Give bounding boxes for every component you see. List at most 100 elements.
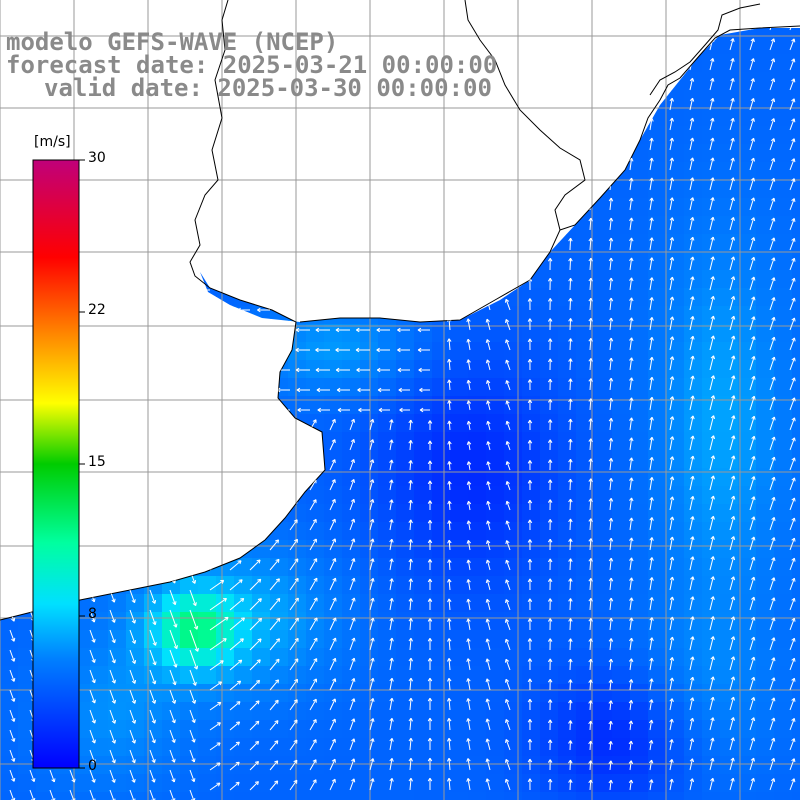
wind-arrow <box>97 407 110 413</box>
wind-arrow <box>729 78 735 91</box>
wind-arrow <box>149 689 157 704</box>
wind-arrow <box>329 518 336 531</box>
wind-arrow <box>408 598 413 611</box>
wind-arrow <box>547 739 553 751</box>
wind-arrow <box>9 589 16 602</box>
wind-arrow <box>568 277 573 291</box>
wind-arrow <box>309 459 317 471</box>
wind-arrow <box>229 579 243 591</box>
wind-arrow <box>649 297 654 311</box>
wind-arrow <box>237 387 250 393</box>
wind-arrow <box>789 677 796 691</box>
wind-arrow <box>689 395 695 411</box>
wind-arrow <box>769 158 776 171</box>
wind-arrow <box>296 387 310 393</box>
wind-arrow <box>377 307 390 313</box>
wind-arrow <box>729 256 736 271</box>
wind-arrow <box>237 227 250 233</box>
wind-arrow <box>504 719 511 731</box>
wind-arrow <box>129 729 136 744</box>
wind-arrow <box>608 237 614 251</box>
wind-arrow <box>749 697 756 711</box>
wind-arrow <box>229 481 240 491</box>
wind-arrow <box>109 789 116 800</box>
wind-arrow <box>547 157 553 171</box>
wind-arrow <box>289 699 298 711</box>
wind-arrow <box>17 407 30 413</box>
wind-arrow <box>789 577 796 591</box>
wind-arrow <box>37 107 50 113</box>
wind-arrow <box>447 598 452 611</box>
wind-arrow <box>446 737 452 751</box>
wind-arrow <box>129 769 136 783</box>
wind-arrow <box>427 420 433 430</box>
wind-arrow <box>749 217 756 231</box>
wind-arrow <box>9 569 16 582</box>
wind-arrow <box>389 657 394 671</box>
wind-arrow <box>649 277 654 291</box>
wind-arrow <box>129 569 136 583</box>
wind-arrow <box>769 657 776 671</box>
wind-arrow <box>466 117 471 131</box>
wind-arrow <box>608 437 614 451</box>
wind-arrow <box>608 197 614 211</box>
wind-arrow <box>17 307 30 313</box>
wind-arrow <box>466 540 471 551</box>
wind-arrow <box>157 247 170 253</box>
wind-arrow <box>117 127 130 133</box>
wind-arrow <box>77 167 90 173</box>
wind-arrow <box>337 127 350 133</box>
wind-arrow <box>169 709 176 724</box>
wind-arrow <box>568 699 573 711</box>
wind-arrow <box>77 227 90 233</box>
wind-arrow <box>389 419 394 431</box>
wind-arrow <box>427 559 433 570</box>
wind-arrow <box>769 38 776 51</box>
wind-arrow <box>289 637 299 651</box>
wind-arrow <box>729 435 736 451</box>
wind-arrow <box>249 500 260 511</box>
wind-arrow <box>568 679 573 691</box>
wind-arrow <box>669 657 675 671</box>
wind-arrow <box>397 207 410 213</box>
wind-arrow <box>749 415 756 431</box>
wind-arrow <box>709 596 715 611</box>
wind-arrow <box>97 287 110 293</box>
wind-arrow <box>486 420 491 431</box>
wind-arrow <box>547 217 553 231</box>
wind-arrow <box>197 227 210 233</box>
wind-arrow <box>289 759 298 771</box>
wind-arrow <box>789 497 796 511</box>
wind-arrow <box>209 462 221 471</box>
wind-arrow <box>257 167 270 173</box>
wind-arrow <box>446 777 452 791</box>
wind-arrow <box>17 127 30 133</box>
wind-arrow <box>217 287 230 293</box>
wind-arrow <box>749 656 756 671</box>
wind-arrow <box>629 517 634 531</box>
wind-arrow <box>189 629 199 652</box>
wind-arrow <box>729 676 736 691</box>
wind-arrow <box>257 227 270 233</box>
wind-arrow <box>649 157 654 171</box>
wind-arrow <box>749 197 756 211</box>
wind-arrow <box>629 137 634 151</box>
wind-arrow <box>427 737 433 750</box>
wind-arrow <box>17 107 30 113</box>
wind-arrow <box>649 517 654 531</box>
wind-arrow <box>669 97 674 111</box>
wind-arrow <box>149 589 157 604</box>
wind-arrow <box>0 107 10 113</box>
wind-arrow <box>547 278 553 291</box>
wind-arrow <box>369 778 375 791</box>
wind-arrow <box>749 58 755 71</box>
wind-arrow <box>588 458 593 471</box>
wind-arrow <box>229 741 240 751</box>
wind-arrow <box>369 718 375 731</box>
wind-arrow <box>789 237 796 251</box>
wind-arrow <box>37 127 50 133</box>
wind-arrow <box>209 579 225 591</box>
wind-arrow <box>329 577 337 591</box>
wind-arrow <box>357 28 370 33</box>
wind-arrow <box>335 327 350 333</box>
